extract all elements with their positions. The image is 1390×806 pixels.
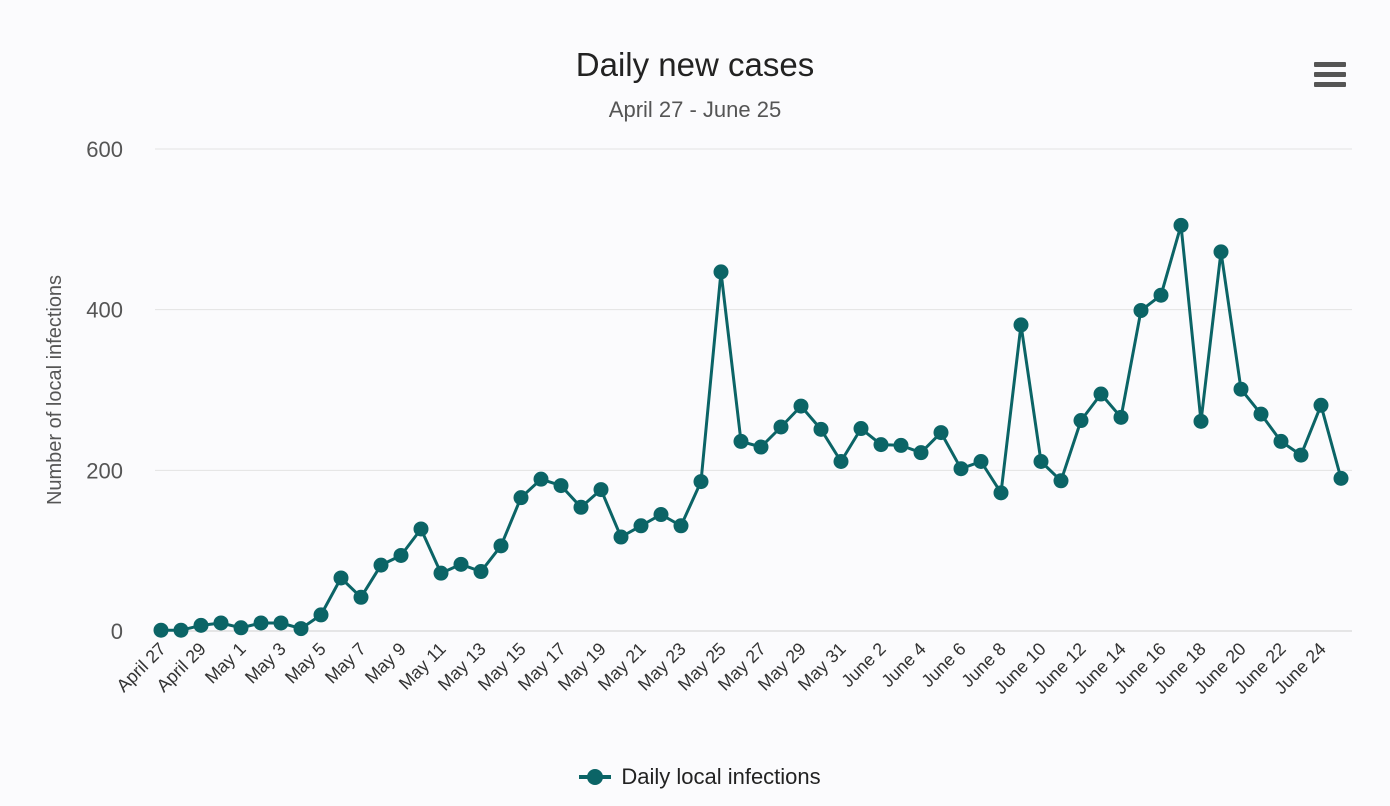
data-point[interactable]: May 5: 20 xyxy=(313,607,329,623)
x-tick-label: May 3 xyxy=(241,639,290,688)
data-point[interactable]: June 18: 261 xyxy=(1193,413,1209,429)
data-point[interactable]: June 24: 281 xyxy=(1313,397,1329,413)
y-tick-label: 400 xyxy=(86,298,123,323)
data-point[interactable]: May 10: 127 xyxy=(413,521,429,537)
legend-label: Daily local infections xyxy=(621,764,821,789)
data-point[interactable]: May 23: 131 xyxy=(673,518,689,534)
legend-item-daily-local-infections[interactable]: Daily local infections xyxy=(579,764,821,790)
data-point[interactable]: June 6: 202 xyxy=(953,461,969,477)
data-point[interactable]: May 14: 106 xyxy=(493,538,509,554)
data-point[interactable]: May 24: 186 xyxy=(693,474,709,490)
chart-title: Daily new cases xyxy=(575,46,815,83)
data-point[interactable]: May 26: 236 xyxy=(733,433,749,449)
chart-subtitle: April 27 - June 25 xyxy=(608,97,782,122)
y-tick-label: 0 xyxy=(111,619,123,644)
data-point[interactable]: May 8: 82 xyxy=(373,557,389,573)
line-chart: 0 200 400 600 Number of local infections Ap… xyxy=(44,137,1352,698)
menu-bar xyxy=(1314,82,1346,87)
x-tick-label: June 2 xyxy=(837,639,889,691)
data-point[interactable]: June 22: 236 xyxy=(1273,433,1289,449)
menu-bar xyxy=(1314,62,1346,67)
data-point[interactable]: May 16: 189 xyxy=(533,471,549,487)
data-point[interactable]: June 1: 252 xyxy=(853,421,869,437)
data-point[interactable]: May 13: 74 xyxy=(473,564,489,580)
data-point[interactable]: May 20: 117 xyxy=(613,529,629,545)
data-point[interactable]: April 30: 10 xyxy=(213,615,229,631)
data-point[interactable]: June 16: 418 xyxy=(1153,287,1169,303)
data-point[interactable]: June 2: 232 xyxy=(873,437,889,453)
x-tick-label: May 5 xyxy=(281,639,330,688)
data-point[interactable]: June 23: 219 xyxy=(1293,447,1309,463)
legend: Daily local infections xyxy=(0,764,1390,793)
data-point[interactable]: May 31: 211 xyxy=(833,453,849,469)
menu-bar xyxy=(1314,72,1346,77)
legend-marker-icon xyxy=(579,767,612,787)
data-point[interactable]: June 8: 172 xyxy=(993,485,1009,501)
data-point[interactable]: May 30: 251 xyxy=(813,421,829,437)
y-axis-ticks: 0 200 400 600 xyxy=(86,137,123,644)
data-point[interactable]: June 20: 301 xyxy=(1233,381,1249,397)
data-point[interactable]: June 4: 222 xyxy=(913,445,929,461)
data-point[interactable]: May 7: 42 xyxy=(353,589,369,605)
grid-lines xyxy=(155,148,1352,632)
data-point[interactable]: June 13: 295 xyxy=(1093,386,1109,402)
data-point[interactable]: May 28: 254 xyxy=(773,419,789,435)
data-point[interactable]: May 6: 66 xyxy=(333,570,349,586)
data-point[interactable]: June 14: 266 xyxy=(1113,409,1129,425)
data-point[interactable]: June 3: 231 xyxy=(893,437,909,453)
data-point[interactable]: May 21: 131 xyxy=(633,518,649,534)
data-point[interactable]: May 22: 145 xyxy=(653,507,669,523)
data-point[interactable]: June 25: 190 xyxy=(1333,470,1349,486)
data-point[interactable]: June 10: 211 xyxy=(1033,453,1049,469)
data-point[interactable]: May 11: 72 xyxy=(433,565,449,581)
data-point[interactable]: June 17: 505 xyxy=(1173,217,1189,233)
data-point[interactable]: May 18: 154 xyxy=(573,499,589,515)
data-point[interactable]: June 15: 399 xyxy=(1133,302,1149,318)
x-tick-label: May 1 xyxy=(201,639,250,688)
data-point[interactable]: May 9: 94 xyxy=(393,547,409,563)
data-point[interactable]: April 29: 7 xyxy=(193,617,209,633)
data-point[interactable]: June 7: 211 xyxy=(973,453,989,469)
y-tick-label: 600 xyxy=(86,137,123,162)
y-axis-label: Number of local infections xyxy=(44,275,66,505)
data-point[interactable]: June 12: 262 xyxy=(1073,413,1089,429)
data-point[interactable]: May 2: 10 xyxy=(253,615,269,631)
data-point[interactable]: May 4: 3 xyxy=(293,621,309,637)
data-point[interactable]: May 15: 166 xyxy=(513,490,529,506)
y-tick-label: 200 xyxy=(86,458,123,483)
data-point[interactable]: May 25: 447 xyxy=(713,264,729,280)
data-point[interactable]: June 21: 270 xyxy=(1253,406,1269,422)
data-point[interactable]: May 19: 176 xyxy=(593,482,609,498)
data-point[interactable]: June 9: 381 xyxy=(1013,317,1029,333)
data-point[interactable]: May 3: 10 xyxy=(273,615,289,631)
data-point[interactable]: May 29: 280 xyxy=(793,398,809,414)
x-tick-label: June 6 xyxy=(917,639,969,691)
x-tick-label: May 7 xyxy=(321,639,370,688)
series-line xyxy=(161,223,1343,632)
data-point[interactable]: May 27: 229 xyxy=(753,439,769,455)
data-point[interactable]: May 1: 4 xyxy=(233,620,249,636)
data-point[interactable]: April 28: 1 xyxy=(173,622,189,638)
x-tick-label: June 4 xyxy=(877,639,929,691)
data-point[interactable]: April 27: 1 xyxy=(153,622,169,638)
data-point[interactable]: May 17: 181 xyxy=(553,478,569,494)
data-point[interactable]: June 5: 247 xyxy=(933,425,949,441)
hamburger-menu-icon[interactable] xyxy=(1310,58,1350,92)
data-point[interactable]: June 11: 187 xyxy=(1053,473,1069,489)
data-point[interactable]: June 19: 472 xyxy=(1213,244,1229,260)
data-point[interactable]: May 12: 83 xyxy=(453,556,469,572)
